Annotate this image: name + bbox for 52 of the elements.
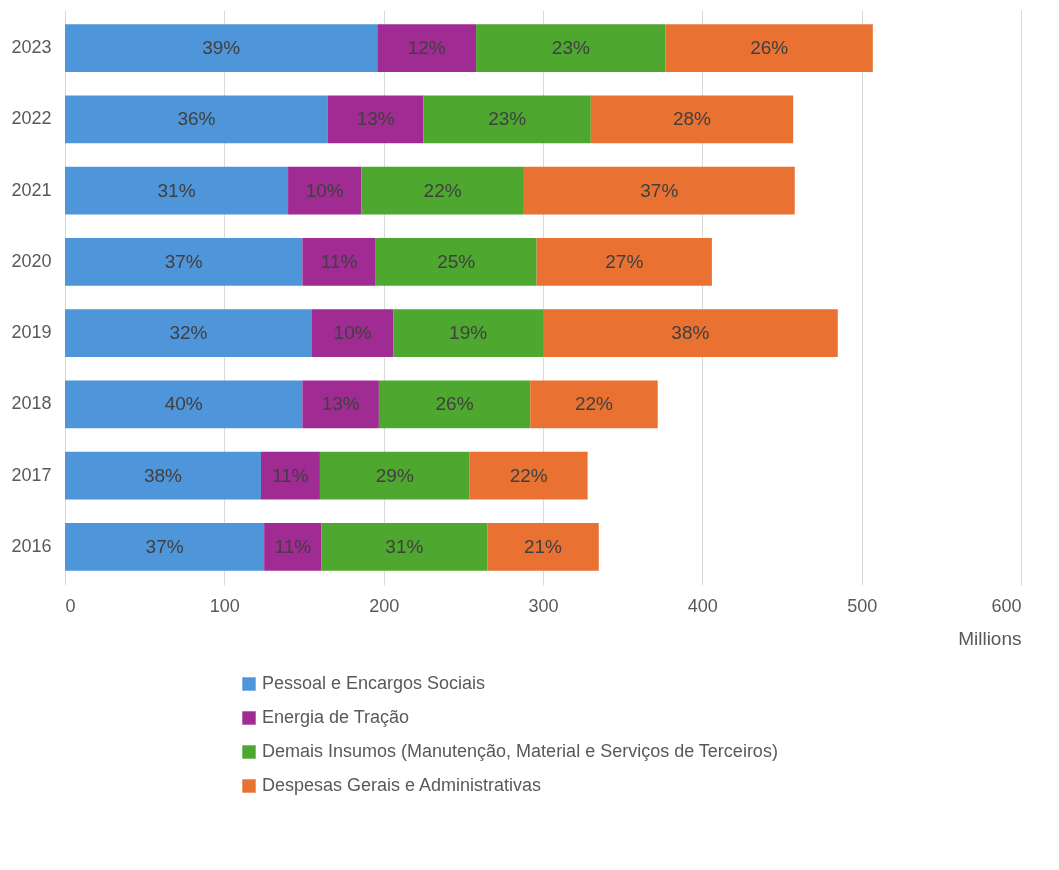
annotation: 11%: [272, 464, 309, 486]
annotation: 29%: [375, 464, 414, 486]
y-tick-label: 2020: [11, 250, 52, 271]
y-tick-label: 2019: [11, 322, 52, 343]
annotation: 39%: [202, 37, 241, 59]
annotation: 37%: [145, 535, 184, 557]
x-tick-label: 0: [65, 595, 76, 616]
y-tick-label: 2016: [11, 535, 52, 556]
annotation: 13%: [321, 393, 360, 415]
y-tick-label: 2022: [11, 108, 52, 129]
y-tick-label: 2018: [11, 393, 52, 414]
annotation: 12%: [407, 37, 446, 59]
annotation: 11%: [274, 535, 312, 557]
annotation: 26%: [750, 37, 789, 59]
x-tick-label: 600: [991, 595, 1022, 616]
annotation: 27%: [605, 250, 644, 272]
annotation: 13%: [356, 108, 395, 130]
annotation: 32%: [169, 322, 208, 344]
x-axis-title: Millions: [958, 627, 1022, 649]
x-tick-label: 200: [369, 595, 400, 616]
annotation: 31%: [385, 535, 424, 557]
annotation: 38%: [143, 464, 183, 486]
y-tick-label: 2021: [11, 179, 52, 200]
annotation: 23%: [551, 37, 590, 59]
x-tick-label: 500: [847, 595, 878, 616]
y-tick-label: 2023: [11, 37, 52, 58]
legend-label: Despesas Gerais e Administrativas: [262, 775, 542, 795]
annotation: 19%: [449, 322, 488, 344]
annotation: 31%: [157, 179, 196, 201]
annotation: 25%: [437, 250, 476, 272]
x-tick-label: 100: [209, 595, 240, 616]
annotation: 28%: [672, 108, 712, 130]
annotation: 37%: [640, 179, 679, 201]
annotation: 38%: [671, 322, 710, 344]
annotation: 22%: [509, 464, 548, 486]
x-tick-label: 300: [528, 595, 559, 616]
legend-label: Pessoal e Encargos Sociais: [262, 673, 486, 693]
annotation: 21%: [523, 535, 563, 557]
annotation: 26%: [435, 393, 474, 415]
annotation: 10%: [305, 179, 344, 201]
annotation: 22%: [423, 179, 462, 201]
annotation: 23%: [488, 108, 527, 130]
annotation: 10%: [333, 322, 372, 344]
annotation: 22%: [574, 393, 614, 415]
annotation: 40%: [164, 393, 203, 415]
legend-label: Demais Insumos (Manutenção, Material e Serviços de Terceiros): [262, 741, 778, 761]
annotation: 11%: [320, 250, 358, 272]
y-tick-label: 2017: [11, 464, 52, 485]
annotation: 36%: [177, 108, 216, 130]
annotation: 37%: [164, 250, 203, 272]
legend-label: Energia de Tração: [262, 707, 410, 727]
x-tick-label: 400: [687, 595, 718, 616]
